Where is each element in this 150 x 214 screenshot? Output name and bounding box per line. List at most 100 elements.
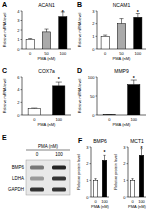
y-tick	[90, 147, 92, 148]
plot-area	[101, 14, 142, 49]
chart-title: MMP9	[114, 68, 129, 74]
y-tick	[96, 115, 98, 116]
y-tick-label: 0	[123, 195, 126, 200]
y-tick-label: 2	[123, 161, 126, 166]
y-tick	[21, 102, 23, 103]
y-tick	[21, 77, 23, 78]
band	[52, 177, 66, 181]
lane-label: 0	[36, 152, 39, 157]
y-axis-label: Relative mRNA level	[3, 13, 7, 48]
x-axis-label: PMA (nM)	[128, 204, 146, 209]
x-axis-label: PMA (nM)	[91, 204, 109, 209]
x-tick-label: 0	[29, 51, 32, 56]
row-label: GAPDH	[8, 187, 24, 192]
y-axis-label: Relative protein level	[77, 154, 81, 189]
y-tick-label: 0	[17, 47, 20, 52]
panel-letter: E	[2, 134, 7, 141]
y-axis	[128, 147, 129, 197]
panel-letter: B	[77, 1, 82, 8]
error-bar	[104, 155, 105, 160]
y-tick-label: 3	[92, 9, 95, 14]
bracket	[26, 150, 70, 151]
y-axis-label: Relative mRNA level	[3, 79, 7, 114]
band	[30, 166, 44, 170]
bar	[26, 40, 34, 50]
y-tick	[21, 115, 23, 116]
x-axis-label: PMA (nM)	[38, 122, 56, 127]
x-tick-label: 100	[59, 51, 66, 56]
y-tick	[21, 89, 23, 90]
y-tick	[21, 20, 23, 21]
y-tick-label: 0	[17, 113, 20, 118]
x-tick-label: 100	[130, 117, 137, 122]
y-tick-label: 50	[90, 94, 95, 99]
significance: *	[58, 76, 60, 82]
y-tick	[21, 11, 23, 12]
bar	[28, 109, 40, 115]
y-tick	[21, 39, 23, 40]
band	[30, 177, 44, 181]
error-bar	[46, 29, 47, 32]
bar	[139, 155, 144, 197]
y-tick	[96, 23, 98, 24]
y-tick-label: 2	[86, 161, 89, 166]
x-tick-label: 50	[119, 51, 124, 56]
y-tick-label: 6	[17, 75, 20, 80]
x-tick-label: 100	[134, 51, 141, 56]
panel-letter: D	[77, 67, 82, 74]
significance: *	[133, 75, 135, 81]
x-tick-label: 0	[108, 117, 111, 122]
error-cap	[103, 35, 107, 36]
y-tick-label: 3	[123, 145, 126, 150]
y-tick-label: 1	[17, 37, 20, 42]
x-tick-label: 0	[33, 117, 36, 122]
y-tick-label: 4	[17, 9, 20, 14]
x-tick-label: 100	[55, 117, 62, 122]
y-tick	[21, 49, 23, 50]
x-tick-label: 0	[131, 199, 134, 204]
bar	[59, 17, 67, 49]
y-tick-label: 2	[17, 100, 20, 105]
blot-membrane	[26, 160, 70, 195]
y-tick-label: 1	[92, 34, 95, 39]
y-tick-label: 1	[86, 178, 89, 183]
bar	[101, 36, 109, 49]
y-tick	[90, 197, 92, 198]
y-tick-label: 1	[123, 178, 126, 183]
bar	[102, 160, 107, 197]
chart-title: COX7a	[38, 68, 55, 74]
lane-label: 100	[55, 152, 63, 157]
x-axis-label: PMA (nM)	[113, 56, 131, 61]
y-tick	[127, 147, 129, 148]
y-tick	[96, 36, 98, 37]
error-cap	[131, 178, 133, 179]
y-tick-label: 0	[86, 195, 89, 200]
y-axis-label: Relative protein level	[114, 154, 118, 189]
y-axis	[97, 77, 98, 115]
y-tick	[21, 30, 23, 31]
panel-letter: C	[2, 67, 7, 74]
y-tick-label: 4	[17, 87, 20, 92]
treatment-label: PMA (nM)	[38, 144, 59, 149]
chart-title: ACAN1	[38, 2, 55, 8]
bar	[93, 180, 98, 197]
y-tick	[90, 163, 92, 164]
row-label: LDHA	[12, 176, 24, 181]
bar	[117, 24, 125, 49]
plot-area	[26, 12, 67, 49]
plot-area	[130, 149, 144, 197]
bar	[134, 17, 142, 49]
error-cap	[31, 108, 37, 109]
bar	[130, 180, 135, 197]
figure: AACAN1Relative mRNA level01234050100*PMA…	[0, 0, 150, 214]
error-cap	[94, 178, 96, 179]
y-tick-label: 3	[17, 18, 20, 23]
band	[30, 188, 44, 192]
significance: *	[137, 9, 139, 15]
y-axis	[91, 147, 92, 197]
y-tick	[127, 180, 129, 181]
error-bar	[58, 82, 59, 86]
band	[52, 166, 66, 170]
x-tick-label: 100	[138, 199, 145, 204]
panel-letter: A	[2, 1, 7, 8]
